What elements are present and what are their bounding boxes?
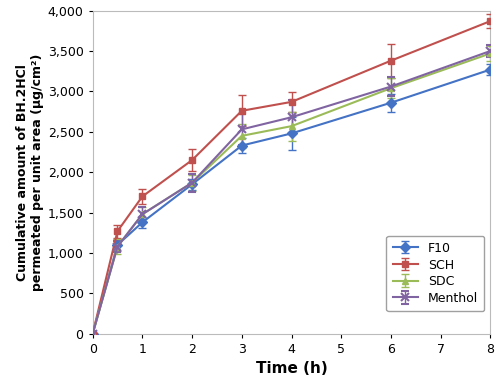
X-axis label: Time (h): Time (h) [256, 361, 328, 376]
Y-axis label: Cumulative amount of BH.2HCl
permeated per unit area (μg/cm²): Cumulative amount of BH.2HCl permeated p… [16, 53, 44, 291]
Legend: F10, SCH, SDC, Menthol: F10, SCH, SDC, Menthol [386, 236, 484, 311]
